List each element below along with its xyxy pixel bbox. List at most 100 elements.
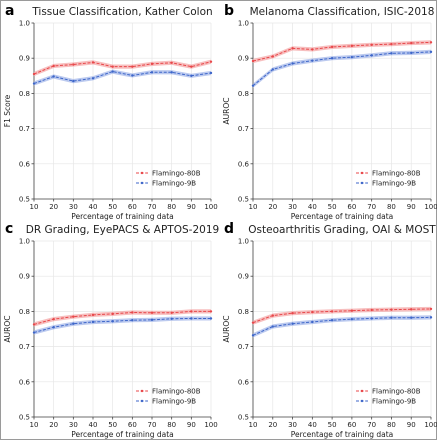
data-point <box>190 65 193 68</box>
y-tick-label: 0.6 <box>19 160 31 168</box>
y-tick-label: 0.7 <box>238 343 249 351</box>
x-tick-label: 60 <box>128 421 137 429</box>
y-tick-label: 0.8 <box>238 308 249 316</box>
chart-panel-c: c DR Grading, EyePACS & APTOS-2019 0.5 0.6 0… <box>3 221 219 439</box>
legend-label: Flamingo-80B <box>372 170 421 178</box>
data-point <box>330 57 334 60</box>
x-axis-label: Percentage of training data <box>291 212 394 221</box>
series-band <box>34 316 211 335</box>
data-point <box>72 322 75 325</box>
data-point <box>209 317 213 320</box>
data-point <box>390 42 393 46</box>
data-point <box>131 74 134 77</box>
data-point <box>410 308 413 311</box>
data-point <box>111 70 114 73</box>
legend-marker <box>140 399 144 403</box>
data-point <box>429 316 433 319</box>
data-point <box>131 311 134 314</box>
legend-label: Flamingo-9B <box>372 180 416 188</box>
y-tick-label: 1.0 <box>19 238 30 246</box>
panel-letter: d <box>224 221 234 237</box>
x-tick-label: 90 <box>407 421 416 429</box>
y-tick-label: 0.5 <box>19 414 30 422</box>
series-band <box>253 40 431 64</box>
legend-marker <box>140 181 144 185</box>
data-point <box>429 50 433 54</box>
data-point <box>291 62 294 65</box>
data-point <box>170 61 173 64</box>
x-tick-label: 70 <box>367 203 376 211</box>
series-band <box>34 309 211 327</box>
data-point <box>150 318 154 322</box>
data-point <box>410 316 413 319</box>
data-point <box>311 320 314 324</box>
data-point <box>291 311 294 315</box>
data-point <box>52 75 55 78</box>
data-point <box>251 321 255 324</box>
data-point <box>311 48 314 51</box>
y-tick-label: 0.9 <box>19 273 30 281</box>
data-point <box>91 320 95 324</box>
series-line <box>252 308 432 324</box>
x-tick-label: 20 <box>268 203 277 211</box>
data-point <box>410 41 413 45</box>
y-tick-label: 0.5 <box>238 196 249 204</box>
data-point <box>32 323 36 326</box>
series-band <box>253 315 431 338</box>
data-point <box>350 55 354 59</box>
legend-marker <box>360 181 364 185</box>
data-point <box>330 310 334 313</box>
legend-label: Flamingo-9B <box>152 180 196 188</box>
data-point <box>72 63 75 66</box>
x-tick-label: 40 <box>89 203 98 211</box>
series-line <box>33 317 211 334</box>
y-tick-label: 0.5 <box>19 196 30 204</box>
y-tick-label: 1.0 <box>19 20 30 28</box>
x-tick-label: 30 <box>69 421 78 429</box>
x-tick-label: 70 <box>367 421 376 429</box>
x-tick-label: 20 <box>268 421 277 429</box>
data-point <box>311 310 314 314</box>
data-point <box>91 61 95 64</box>
data-point <box>251 84 255 87</box>
data-point <box>390 308 393 311</box>
data-point <box>150 311 154 315</box>
data-point <box>410 51 413 55</box>
x-tick-label: 80 <box>167 203 176 211</box>
x-tick-label: 20 <box>49 203 58 211</box>
data-point <box>111 312 114 316</box>
x-tick-label: 50 <box>108 421 117 429</box>
y-axis-label: AUROC <box>222 316 231 343</box>
data-point <box>72 315 75 318</box>
x-tick-label: 40 <box>308 203 317 211</box>
data-point <box>330 45 334 49</box>
data-point <box>170 311 173 315</box>
y-tick-label: 0.9 <box>238 273 249 281</box>
chart-title: Osteoarthritis Grading, OAI & MOST <box>248 224 436 236</box>
y-axis-label: F1 Score <box>3 94 12 127</box>
legend-marker <box>360 399 364 403</box>
data-point <box>251 334 255 337</box>
panel-letter: c <box>5 221 13 237</box>
legend-label: Flamingo-80B <box>372 388 421 396</box>
data-point <box>91 313 95 317</box>
x-tick-label: 60 <box>347 203 356 211</box>
data-point <box>271 314 274 317</box>
legend-marker <box>360 389 364 393</box>
series-line <box>33 310 211 325</box>
x-tick-label: 50 <box>328 421 337 429</box>
x-tick-label: 100 <box>204 203 217 211</box>
chart-panel-b: b Melanoma Classification, ISIC-2018 0.5 0.… <box>222 3 437 221</box>
data-point <box>190 74 193 78</box>
y-tick-label: 0.9 <box>19 55 30 63</box>
x-tick-label: 60 <box>128 203 137 211</box>
data-point <box>291 322 294 325</box>
x-tick-label: 30 <box>288 203 297 211</box>
data-point <box>209 310 213 313</box>
data-point <box>209 71 213 75</box>
legend-label: Flamingo-9B <box>372 398 416 406</box>
y-tick-label: 1.0 <box>238 238 249 246</box>
y-tick-label: 0.7 <box>238 125 249 133</box>
x-tick-label: 70 <box>148 203 157 211</box>
